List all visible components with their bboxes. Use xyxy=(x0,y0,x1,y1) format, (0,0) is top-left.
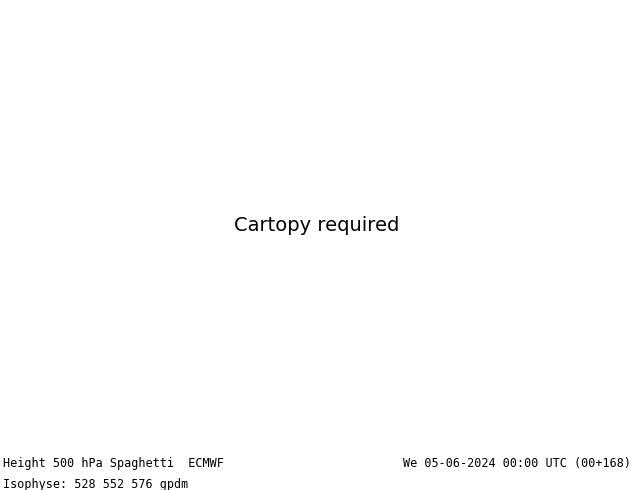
Text: We 05-06-2024 00:00 UTC (00+168): We 05-06-2024 00:00 UTC (00+168) xyxy=(403,457,631,470)
Text: Cartopy required: Cartopy required xyxy=(235,216,399,235)
Text: Isophyse: 528 552 576 gpdm: Isophyse: 528 552 576 gpdm xyxy=(3,478,188,490)
Text: Height 500 hPa Spaghetti  ECMWF: Height 500 hPa Spaghetti ECMWF xyxy=(3,457,224,470)
